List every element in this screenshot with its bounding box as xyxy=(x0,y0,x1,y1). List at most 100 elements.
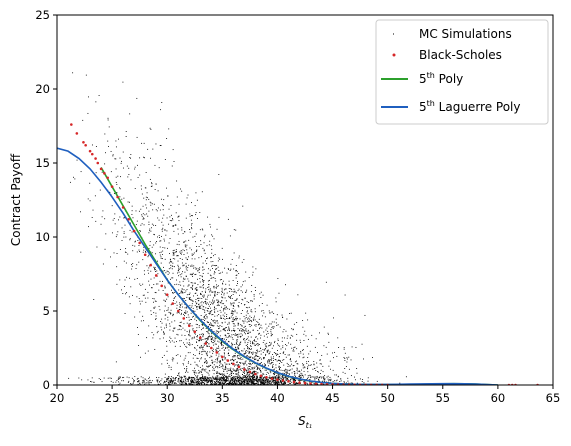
mc-simulation-point xyxy=(250,300,252,302)
mc-simulation-point xyxy=(200,339,202,341)
mc-simulation-point xyxy=(326,353,328,355)
mc-simulation-point xyxy=(187,379,189,381)
mc-simulation-point xyxy=(293,371,295,372)
mc-simulation-point xyxy=(241,377,243,379)
mc-simulation-point xyxy=(217,378,219,380)
mc-simulation-point xyxy=(188,319,190,321)
mc-simulation-point xyxy=(190,282,192,284)
mc-simulation-point xyxy=(146,197,148,199)
mc-simulation-point xyxy=(264,376,265,378)
mc-simulation-point xyxy=(291,372,293,374)
mc-simulation-point xyxy=(129,277,130,279)
mc-simulation-point xyxy=(252,353,254,355)
mc-simulation-point xyxy=(235,370,237,372)
mc-simulation-point xyxy=(172,292,174,293)
mc-simulation-point xyxy=(116,253,118,254)
mc-simulation-point xyxy=(164,247,166,249)
mc-simulation-point xyxy=(238,381,240,383)
mc-simulation-point xyxy=(278,379,280,381)
mc-simulation-point xyxy=(255,365,257,367)
mc-simulation-point xyxy=(230,268,232,270)
mc-simulation-point xyxy=(244,325,246,327)
mc-simulation-point xyxy=(194,305,196,307)
mc-simulation-point xyxy=(200,292,202,294)
mc-simulation-point xyxy=(285,377,287,379)
mc-simulation-point xyxy=(171,261,173,263)
mc-simulation-point xyxy=(252,381,254,383)
mc-simulation-point xyxy=(184,376,186,378)
mc-simulation-point xyxy=(238,255,240,257)
mc-simulation-point xyxy=(116,266,118,268)
mc-simulation-point xyxy=(152,337,154,339)
mc-simulation-point xyxy=(260,378,262,380)
mc-simulation-point xyxy=(191,382,193,384)
mc-simulation-point xyxy=(221,377,223,379)
mc-simulation-point xyxy=(230,304,232,306)
mc-simulation-point xyxy=(233,320,234,322)
mc-simulation-point xyxy=(244,297,246,299)
mc-simulation-point xyxy=(192,381,193,383)
mc-simulation-point xyxy=(188,378,189,380)
mc-simulation-point xyxy=(256,352,258,354)
mc-simulation-point xyxy=(211,234,213,236)
mc-simulation-point xyxy=(192,310,194,312)
mc-simulation-point xyxy=(155,268,156,270)
mc-simulation-point xyxy=(342,371,344,373)
mc-simulation-point xyxy=(189,296,191,298)
mc-simulation-point xyxy=(218,292,220,294)
mc-simulation-point xyxy=(215,378,217,380)
mc-simulation-point xyxy=(248,378,250,380)
mc-simulation-point xyxy=(207,378,209,380)
mc-simulation-point xyxy=(329,360,331,362)
mc-simulation-point xyxy=(270,335,272,337)
mc-simulation-point xyxy=(344,381,345,383)
mc-simulation-point xyxy=(191,325,193,327)
mc-simulation-point xyxy=(174,284,176,286)
mc-simulation-point xyxy=(268,310,270,312)
mc-simulation-point xyxy=(237,281,238,283)
mc-simulation-point xyxy=(237,335,239,337)
mc-simulation-point xyxy=(233,229,235,231)
mc-simulation-point xyxy=(244,379,246,381)
mc-simulation-point xyxy=(192,316,193,318)
mc-simulation-point xyxy=(266,349,268,351)
mc-simulation-point xyxy=(212,352,214,354)
mc-simulation-point xyxy=(213,378,215,380)
mc-simulation-point xyxy=(293,348,294,350)
mc-simulation-point xyxy=(166,138,168,139)
mc-simulation-point xyxy=(200,294,202,295)
mc-simulation-point xyxy=(257,343,259,345)
mc-simulation-point xyxy=(172,380,174,381)
mc-simulation-point xyxy=(292,379,294,381)
mc-simulation-point xyxy=(210,355,212,357)
mc-simulation-point xyxy=(227,329,229,331)
mc-simulation-point xyxy=(207,377,209,379)
mc-simulation-point xyxy=(159,240,161,242)
mc-simulation-point xyxy=(160,256,162,258)
mc-simulation-point xyxy=(91,381,93,383)
mc-simulation-point xyxy=(139,157,141,159)
mc-simulation-point xyxy=(248,369,250,371)
mc-simulation-point xyxy=(273,326,275,328)
mc-simulation-point xyxy=(297,383,299,385)
mc-simulation-point xyxy=(114,213,116,215)
mc-simulation-point xyxy=(162,227,164,229)
mc-simulation-point xyxy=(199,229,201,231)
mc-simulation-point xyxy=(260,337,261,339)
mc-simulation-point xyxy=(252,352,254,354)
mc-simulation-point xyxy=(356,382,358,384)
mc-simulation-point xyxy=(181,258,183,260)
mc-simulation-point xyxy=(262,382,264,384)
mc-simulation-point xyxy=(282,383,284,385)
mc-simulation-point xyxy=(246,338,248,340)
mc-simulation-point xyxy=(343,348,345,350)
mc-simulation-point xyxy=(221,303,223,305)
mc-simulation-point xyxy=(207,338,209,340)
mc-simulation-point xyxy=(296,360,297,362)
mc-simulation-point xyxy=(242,291,243,293)
mc-simulation-point xyxy=(237,374,239,376)
legend-label: 5th Poly xyxy=(419,71,463,86)
mc-simulation-point xyxy=(274,340,276,342)
mc-simulation-point xyxy=(334,374,336,376)
mc-simulation-point xyxy=(195,289,197,290)
